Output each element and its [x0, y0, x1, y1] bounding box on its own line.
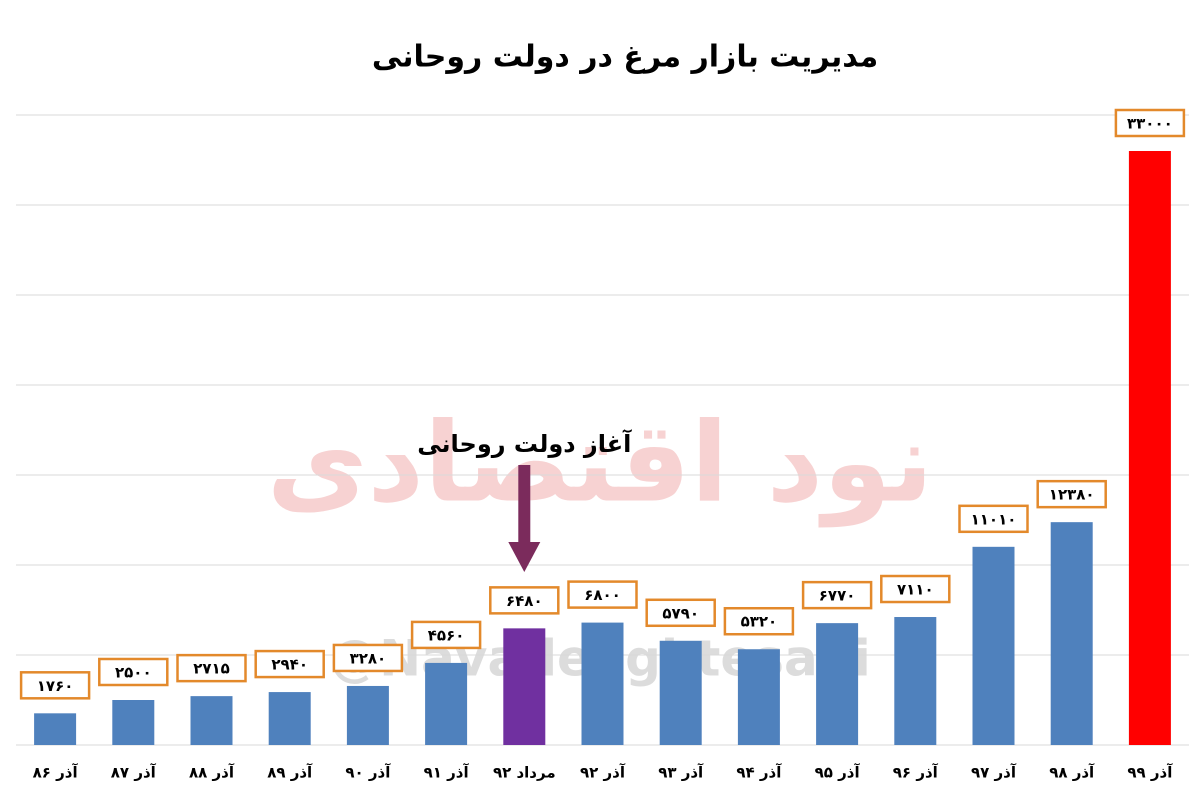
x-tick-label: آذر ۹۷	[971, 764, 1017, 782]
bar	[659, 640, 702, 745]
value-label: ۶۴۸۰	[506, 592, 543, 610]
x-tick-label: آذر ۹۰	[345, 764, 391, 782]
value-label: ۶۷۷۰	[819, 587, 856, 605]
x-tick-label: آذر ۹۶	[893, 764, 939, 782]
x-tick-label: آذر ۹۱	[424, 764, 470, 782]
bar	[737, 649, 780, 745]
bar	[425, 662, 468, 745]
x-tick-label: آذر ۸۷	[111, 764, 157, 782]
value-label-box	[19, 671, 91, 700]
bar	[1050, 522, 1093, 745]
arrow-head	[508, 542, 541, 572]
value-label: ۱۷۶۰	[37, 677, 74, 695]
bar	[34, 713, 77, 745]
x-tick-label: آذر ۹۳	[658, 764, 704, 782]
value-label-box	[1036, 479, 1107, 509]
chart-title: مدیریت بازار مرغ در دولت روحانی	[372, 40, 878, 75]
value-label: ۲۷۱۵	[193, 660, 230, 678]
x-tick-label: آذر ۹۵	[815, 764, 861, 782]
value-label: ۲۵۰۰	[115, 664, 152, 682]
bar	[1128, 151, 1171, 745]
annotation: آغاز دولت روحانی	[417, 429, 632, 458]
bar	[268, 692, 311, 745]
value-label: ۵۳۲۰	[741, 613, 778, 631]
value-label-box	[958, 504, 1029, 534]
x-tick-label: آذر ۹۴	[736, 764, 782, 782]
value-label: ۱۲۳۸۰	[1049, 486, 1095, 504]
value-label-box	[880, 574, 951, 604]
value-label-box	[801, 580, 873, 610]
value-label: ۲۹۴۰	[271, 656, 308, 674]
bar	[894, 617, 937, 745]
value-label: ۳۳۰۰۰	[1127, 115, 1173, 133]
value-label-box	[489, 586, 560, 615]
x-tick-label: آذر ۸۹	[267, 764, 313, 782]
value-label-box	[1114, 108, 1186, 138]
value-label-box	[410, 620, 482, 650]
value-label-box	[176, 653, 247, 683]
value-label: ۷۱۱۰	[897, 581, 934, 599]
arrow-shaft	[518, 465, 531, 545]
value-label-box	[645, 598, 716, 628]
x-tick-label: آذر ۸۶	[33, 764, 79, 782]
bar	[581, 622, 624, 745]
value-label-box	[254, 649, 325, 679]
x-tick-label: آذر ۹۹	[1127, 764, 1173, 782]
x-tick-label: آذر ۹۲	[580, 764, 626, 782]
value-label-box	[567, 580, 638, 609]
bar	[503, 628, 546, 745]
value-label: ۵۷۹۰	[662, 604, 699, 622]
value-label: ۱۱۰۱۰	[971, 510, 1017, 528]
bar	[816, 623, 859, 745]
value-label-box	[723, 606, 795, 636]
value-label-box	[98, 657, 169, 687]
bar	[972, 546, 1015, 745]
bar	[346, 685, 389, 745]
value-label: ۳۲۸۰	[350, 649, 387, 667]
x-tick-label: مرداد ۹۲	[493, 764, 556, 782]
bar	[190, 696, 233, 745]
x-tick-label: آذر ۹۸	[1049, 764, 1095, 782]
x-tick-label: آذر ۸۸	[189, 764, 235, 782]
bar	[112, 700, 155, 745]
value-label-box	[332, 643, 404, 673]
value-label: ۶۸۰۰	[584, 586, 621, 604]
value-label: ۴۵۶۰	[428, 626, 465, 644]
watermark: نود اقتصادی	[267, 398, 934, 527]
